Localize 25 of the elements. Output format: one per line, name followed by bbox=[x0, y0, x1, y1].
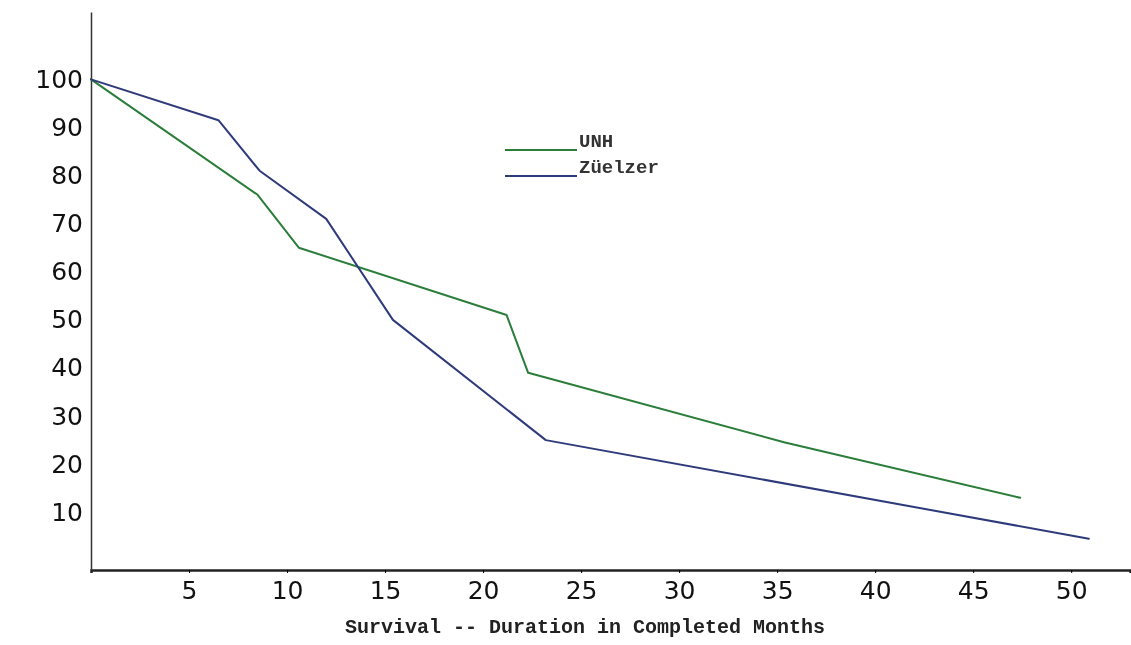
y-tick-label: 30 bbox=[51, 401, 83, 431]
x-tick-label: 35 bbox=[761, 575, 794, 605]
y-tick-label: 70 bbox=[51, 209, 83, 239]
x-tick-label: 50 bbox=[1055, 575, 1088, 605]
x-tick-label: 15 bbox=[369, 575, 402, 605]
y-tick-label: 60 bbox=[51, 257, 83, 287]
x-tick-label: 40 bbox=[859, 575, 892, 605]
y-tick-label: 100 bbox=[35, 64, 83, 94]
x-tick-label: 30 bbox=[663, 575, 696, 605]
x-axis-title: Survival -- Duration in Completed Months bbox=[344, 616, 826, 639]
legend-label: UNH bbox=[579, 131, 614, 153]
x-tick-label: 10 bbox=[271, 575, 304, 605]
x-tick-label: 45 bbox=[957, 575, 990, 605]
y-tick-label: 40 bbox=[51, 353, 83, 383]
x-tick-label: 5 bbox=[181, 575, 198, 605]
y-tick-label: 80 bbox=[51, 161, 83, 191]
line-series bbox=[90, 78, 1022, 499]
y-tick-label: 50 bbox=[51, 305, 83, 335]
legend-label: Züelzer bbox=[579, 157, 659, 179]
x-tick-label: 25 bbox=[565, 575, 598, 605]
line-series bbox=[90, 78, 1090, 540]
y-tick-label: 90 bbox=[51, 112, 83, 142]
y-tick-label: 20 bbox=[51, 449, 83, 479]
x-tick-label: 20 bbox=[467, 575, 500, 605]
y-tick-label: 10 bbox=[51, 497, 83, 527]
